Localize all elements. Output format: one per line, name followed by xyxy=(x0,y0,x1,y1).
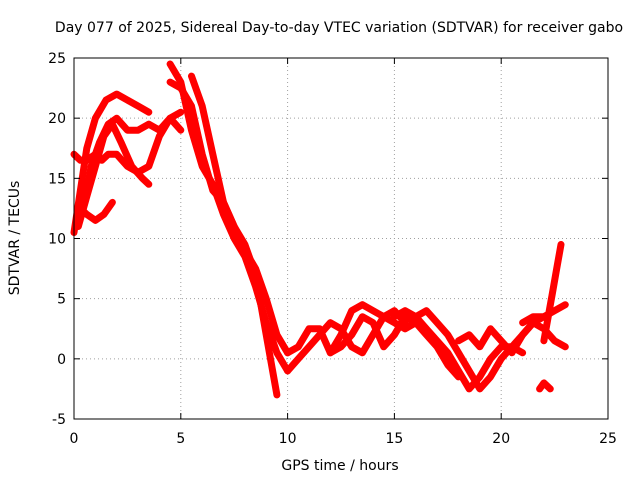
x-tick-label: 10 xyxy=(279,431,297,447)
series-arc-11 xyxy=(326,313,462,381)
data-series xyxy=(70,60,569,399)
x-tick-label: 0 xyxy=(70,431,79,447)
series-arc-3 xyxy=(70,108,185,176)
series-arc-5 xyxy=(76,198,116,224)
y-tick-label: 10 xyxy=(48,232,66,248)
y-tick-label: 25 xyxy=(48,51,66,67)
series-arc-15 xyxy=(519,301,569,327)
y-tick-label: 15 xyxy=(48,171,66,187)
y-tick-label: 5 xyxy=(57,292,66,308)
grid-lines xyxy=(74,58,608,419)
series-arc-1 xyxy=(70,90,153,236)
x-tick-label: 5 xyxy=(176,431,185,447)
x-axis-label: GPS time / hours xyxy=(281,458,398,474)
chart-title: Day 077 of 2025, Sidereal Day-to-day VTE… xyxy=(55,20,623,36)
x-tick-label: 20 xyxy=(492,431,510,447)
series-arc-4 xyxy=(74,120,153,230)
series-arc-9 xyxy=(284,301,420,357)
series-arc-17 xyxy=(536,379,554,393)
x-tick-label: 15 xyxy=(385,431,403,447)
series-arc-16 xyxy=(540,241,565,345)
plot-frame xyxy=(73,57,609,420)
series-arc-8 xyxy=(188,72,281,399)
y-axis-label: SDTVAR / TECUs xyxy=(7,181,23,296)
y-tick-label: 20 xyxy=(48,111,66,127)
y-tick-label: 0 xyxy=(57,352,66,368)
x-tick-label: 25 xyxy=(599,431,617,447)
y-tick-label: -5 xyxy=(52,412,66,428)
